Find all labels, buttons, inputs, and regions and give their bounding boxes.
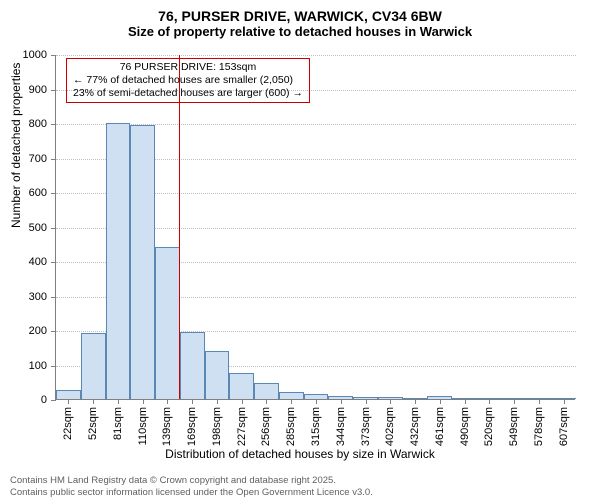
x-tick <box>539 399 540 404</box>
x-tick-label: 256sqm <box>260 407 272 446</box>
x-tick-label: 373sqm <box>360 407 372 446</box>
x-tick <box>167 399 168 404</box>
x-tick <box>68 399 69 404</box>
y-tick-label: 400 <box>29 256 47 268</box>
x-tick <box>366 399 367 404</box>
x-tick-label: 169sqm <box>186 407 198 446</box>
histogram-bar <box>180 332 205 399</box>
histogram-bar <box>155 247 180 399</box>
x-tick-label: 578sqm <box>533 407 545 446</box>
y-tick-label: 200 <box>29 325 47 337</box>
y-tick-label: 1000 <box>23 49 47 61</box>
x-tick <box>489 399 490 404</box>
y-tick <box>51 228 56 229</box>
y-tick-label: 700 <box>29 153 47 165</box>
y-tick-label: 500 <box>29 222 47 234</box>
y-tick-label: 600 <box>29 187 47 199</box>
y-tick <box>51 55 56 56</box>
x-tick <box>440 399 441 404</box>
y-tick <box>51 262 56 263</box>
x-tick <box>143 399 144 404</box>
y-tick-label: 900 <box>29 84 47 96</box>
x-tick <box>266 399 267 404</box>
y-axis-title: Number of detached properties <box>9 63 23 228</box>
y-tick <box>51 400 56 401</box>
chart-title-block: 76, PURSER DRIVE, WARWICK, CV34 6BW Size… <box>0 0 600 39</box>
histogram-bar <box>279 392 304 399</box>
marker-callout: 76 PURSER DRIVE: 153sqm← 77% of detached… <box>66 58 310 103</box>
footer-line-2: Contains public sector information licen… <box>10 487 590 498</box>
y-tick <box>51 159 56 160</box>
y-tick-label: 800 <box>29 118 47 130</box>
x-tick-label: 432sqm <box>409 407 421 446</box>
y-tick <box>51 331 56 332</box>
y-tick <box>51 366 56 367</box>
histogram-bar <box>130 125 155 399</box>
x-tick-label: 52sqm <box>87 407 99 440</box>
x-tick-label: 227sqm <box>236 407 248 446</box>
callout-line-3: 23% of semi-detached houses are larger (… <box>73 87 303 100</box>
x-tick <box>465 399 466 404</box>
x-tick <box>514 399 515 404</box>
x-tick <box>217 399 218 404</box>
histogram-bar <box>56 390 81 399</box>
x-tick <box>316 399 317 404</box>
y-tick <box>51 124 56 125</box>
footer-line-1: Contains HM Land Registry data © Crown c… <box>10 475 590 486</box>
chart-title-main: 76, PURSER DRIVE, WARWICK, CV34 6BW <box>0 8 600 24</box>
x-tick-label: 139sqm <box>161 407 173 446</box>
x-tick-label: 549sqm <box>508 407 520 446</box>
x-tick-label: 110sqm <box>137 407 149 445</box>
x-tick <box>341 399 342 404</box>
histogram-bar <box>106 123 131 399</box>
x-axis-title: Distribution of detached houses by size … <box>0 447 600 461</box>
x-tick-label: 490sqm <box>459 407 471 446</box>
x-tick <box>390 399 391 404</box>
x-tick <box>242 399 243 404</box>
chart-title-sub: Size of property relative to detached ho… <box>0 24 600 39</box>
x-tick-label: 315sqm <box>310 407 322 446</box>
x-tick-label: 402sqm <box>384 407 396 446</box>
chart-plot-wrapper: 0100200300400500600700800900100022sqm52s… <box>55 55 575 400</box>
histogram-bar <box>81 333 106 399</box>
y-tick-label: 300 <box>29 291 47 303</box>
x-tick-label: 520sqm <box>483 407 495 446</box>
y-tick <box>51 297 56 298</box>
x-tick-label: 285sqm <box>285 407 297 446</box>
x-tick <box>93 399 94 404</box>
x-tick <box>192 399 193 404</box>
x-tick <box>564 399 565 404</box>
x-tick <box>118 399 119 404</box>
histogram-bar <box>229 373 254 399</box>
y-tick <box>51 193 56 194</box>
x-tick-label: 344sqm <box>335 407 347 446</box>
x-tick-label: 461sqm <box>434 407 446 446</box>
y-tick <box>51 90 56 91</box>
x-tick-label: 81sqm <box>112 407 124 440</box>
histogram-bar <box>254 383 279 399</box>
x-tick-label: 198sqm <box>211 407 223 446</box>
x-tick <box>415 399 416 404</box>
callout-line-2: ← 77% of detached houses are smaller (2,… <box>73 74 303 87</box>
gridline <box>56 55 576 56</box>
x-tick-label: 607sqm <box>558 407 570 446</box>
marker-line <box>179 55 180 399</box>
chart-plot-area: 0100200300400500600700800900100022sqm52s… <box>55 55 575 400</box>
x-tick <box>291 399 292 404</box>
chart-footer: Contains HM Land Registry data © Crown c… <box>10 475 590 498</box>
histogram-bar <box>205 351 230 399</box>
y-tick-label: 100 <box>29 360 47 372</box>
x-tick-label: 22sqm <box>62 407 74 440</box>
callout-line-1: 76 PURSER DRIVE: 153sqm <box>73 61 303 74</box>
y-tick-label: 0 <box>41 394 47 406</box>
